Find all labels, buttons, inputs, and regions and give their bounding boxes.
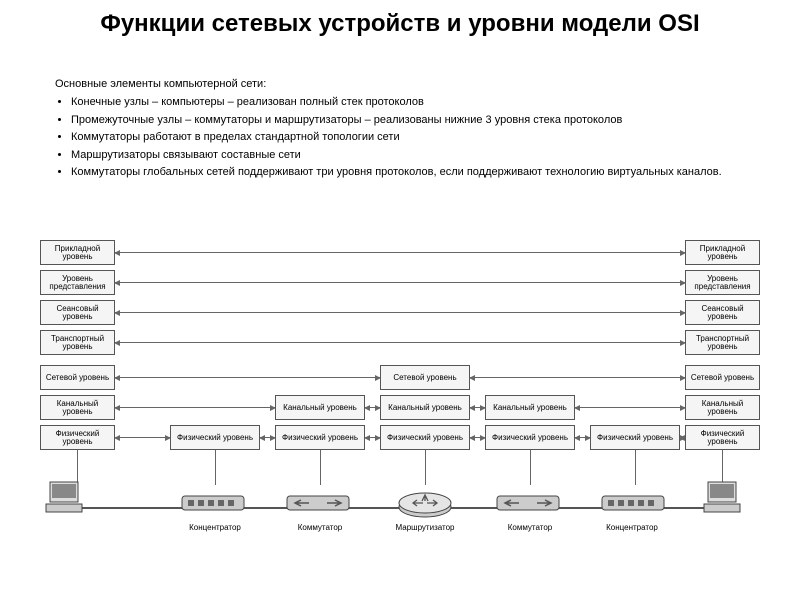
arrow-peer-l4 — [115, 342, 685, 343]
right-layer-3: Сетевой уровень — [685, 365, 760, 390]
hub2-icon — [598, 490, 668, 520]
arrow-l1-d — [470, 437, 485, 438]
arrow-l1-e — [575, 437, 590, 438]
bullet-item: Маршрутизаторы связывают составные сети — [71, 147, 771, 164]
label-sw1: Коммутатор — [280, 523, 360, 532]
left-layer-5: Сеансовый уровень — [40, 300, 115, 325]
osi-diagram: Прикладной уровень Уровень представления… — [40, 240, 760, 580]
arrow-l3-right — [470, 377, 685, 378]
label-sw2: Коммутатор — [490, 523, 570, 532]
bullet-item: Промежуточные узлы – коммутаторы и маршр… — [71, 112, 771, 129]
router-icon — [395, 485, 455, 525]
hub1-layer-1: Физический уровень — [170, 425, 260, 450]
arrow-l3-left — [115, 377, 380, 378]
label-hub2: Концентратор — [592, 523, 672, 532]
right-layer-4: Транспортный уровень — [685, 330, 760, 355]
right-layer-1: Физический уровень — [685, 425, 760, 450]
arrow-l1-c — [365, 437, 380, 438]
slide-title: Функции сетевых устройств и уровни модел… — [0, 10, 800, 39]
arrow-peer-l6 — [115, 282, 685, 283]
intro-text: Основные элементы компьютерной сети: — [55, 78, 266, 90]
arrow-l2-d — [575, 407, 685, 408]
bullet-list: Конечные узлы – компьютеры – реализован … — [55, 94, 771, 182]
arrow-l2-a — [115, 407, 275, 408]
pc-left-icon — [44, 478, 94, 518]
arrow-l1-b — [260, 437, 275, 438]
right-layer-7: Прикладной уровень — [685, 240, 760, 265]
sw1-icon — [283, 490, 353, 520]
left-layer-2: Канальный уровень — [40, 395, 115, 420]
label-rt: Маршрутизатор — [380, 523, 470, 532]
arrow-peer-l5 — [115, 312, 685, 313]
rt-layer-3: Сетевой уровень — [380, 365, 470, 390]
drop-hub2 — [635, 450, 636, 485]
hub2-layer-1: Физический уровень — [590, 425, 680, 450]
rt-layer-1: Физический уровень — [380, 425, 470, 450]
bullet-item: Коммутаторы глобальных сетей поддерживаю… — [71, 164, 771, 181]
left-layer-4: Транспортный уровень — [40, 330, 115, 355]
left-layer-7: Прикладной уровень — [40, 240, 115, 265]
arrow-l1-f — [680, 437, 685, 438]
left-layer-3: Сетевой уровень — [40, 365, 115, 390]
arrow-peer-l7 — [115, 252, 685, 253]
sw1-layer-1: Физический уровень — [275, 425, 365, 450]
right-layer-6: Уровень представления — [685, 270, 760, 295]
sw2-icon — [493, 490, 563, 520]
arrow-l2-c — [470, 407, 485, 408]
sw1-layer-2: Канальный уровень — [275, 395, 365, 420]
right-layer-2: Канальный уровень — [685, 395, 760, 420]
label-hub1: Концентратор — [175, 523, 255, 532]
rt-layer-2: Канальный уровень — [380, 395, 470, 420]
left-layer-1: Физический уровень — [40, 425, 115, 450]
drop-sw1 — [320, 450, 321, 485]
sw2-layer-2: Канальный уровень — [485, 395, 575, 420]
sw2-layer-1: Физический уровень — [485, 425, 575, 450]
bullet-item: Конечные узлы – компьютеры – реализован … — [71, 94, 771, 111]
right-layer-5: Сеансовый уровень — [685, 300, 760, 325]
drop-hub1 — [215, 450, 216, 485]
arrow-l1-a — [115, 437, 170, 438]
bullet-item: Коммутаторы работают в пределах стандарт… — [71, 129, 771, 146]
arrow-l2-b — [365, 407, 380, 408]
drop-rt — [425, 450, 426, 485]
pc-right-icon — [702, 478, 752, 518]
drop-sw2 — [530, 450, 531, 485]
hub1-icon — [178, 490, 248, 520]
left-layer-6: Уровень представления — [40, 270, 115, 295]
